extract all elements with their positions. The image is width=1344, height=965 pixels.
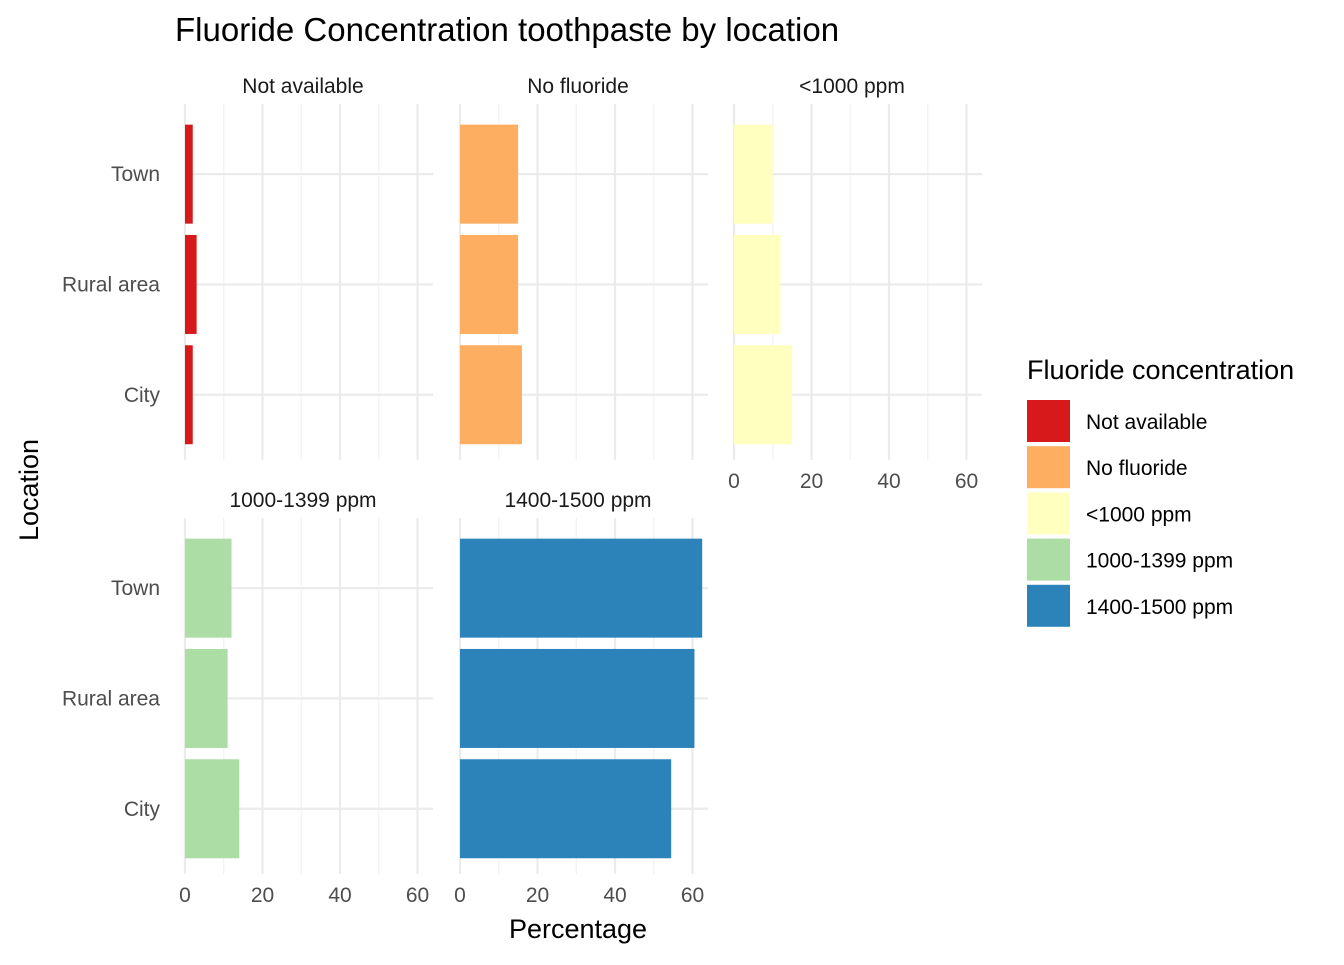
x-tick-label: 60 [406, 884, 429, 907]
facet-panel-lt-1000-ppm: <1000 ppm 0 20 40 60 [728, 75, 982, 493]
legend-label-1000-1399-ppm: 1000-1399 ppm [1086, 550, 1233, 573]
panel-label-lt-1000-ppm: <1000 ppm [799, 75, 905, 98]
y-tick-label-rural-area: Rural area [62, 273, 160, 296]
legend-label-lt-1000-ppm: <1000 ppm [1086, 503, 1192, 526]
bar-not-available-town [185, 124, 193, 224]
bar-lt-1000-ppm-city [734, 345, 793, 445]
legend-label-1400-1500-ppm: 1400-1500 ppm [1086, 596, 1233, 619]
x-tick-label: 20 [526, 884, 549, 907]
y-tick-label-rural-area: Rural area [62, 687, 160, 710]
panel-label-1000-1399-ppm: 1000-1399 ppm [229, 489, 376, 512]
bar-not-available-rural-area [185, 234, 197, 334]
facet-panel-1400-1500-ppm: 1400-1500 ppm 0 20 40 60 [454, 489, 708, 907]
legend-key-lt-1000-ppm [1027, 492, 1070, 535]
x-tick-label: 0 [179, 884, 191, 907]
x-tick-label: 40 [328, 884, 351, 907]
bar-1400-1500-ppm-city [460, 759, 672, 859]
bar-1400-1500-ppm-town [460, 538, 703, 638]
legend: Fluoride concentration Not available No f… [1027, 355, 1294, 627]
bar-lt-1000-ppm-rural-area [734, 234, 781, 334]
x-tick-label: 20 [800, 470, 823, 493]
legend-key-no-fluoride [1027, 446, 1070, 489]
x-tick-label: 40 [603, 884, 626, 907]
legend-label-no-fluoride: No fluoride [1086, 457, 1188, 480]
facet-panel-no-fluoride: No fluoride [458, 75, 708, 460]
legend-label-not-available: Not available [1086, 411, 1207, 434]
bar-not-available-city [185, 345, 193, 445]
bar-no-fluoride-city [460, 345, 522, 445]
x-tick-label: 40 [877, 470, 900, 493]
x-tick-label: 60 [955, 470, 978, 493]
x-tick-label: 0 [728, 470, 740, 493]
facet-panel-not-available: Not available Town Rural area City [62, 75, 433, 460]
chart-title: Fluoride Concentration toothpaste by loc… [175, 11, 839, 48]
x-axis-title: Percentage [509, 914, 647, 944]
y-tick-label-town: Town [111, 163, 160, 186]
bar-1000-1399-ppm-rural-area [185, 648, 228, 748]
panel-label-1400-1500-ppm: 1400-1500 ppm [504, 489, 651, 512]
legend-key-1400-1500-ppm [1027, 584, 1070, 627]
y-tick-label-city: City [124, 798, 161, 821]
bar-no-fluoride-rural-area [460, 234, 519, 334]
y-axis-title: Location [14, 439, 44, 541]
facet-panel-1000-1399-ppm: 1000-1399 ppm Town Rural area City 0 20 40 60 [62, 489, 433, 907]
bar-lt-1000-ppm-town [734, 124, 773, 224]
bar-1400-1500-ppm-rural-area [460, 648, 695, 748]
bar-1000-1399-ppm-city [185, 759, 240, 859]
bar-1000-1399-ppm-town [185, 538, 232, 638]
panel-label-no-fluoride: No fluoride [527, 75, 629, 98]
y-tick-label-city: City [124, 384, 161, 407]
x-tick-label: 60 [681, 884, 704, 907]
panel-label-not-available: Not available [242, 75, 363, 98]
facet-panels: Not available Town Rural area City No fluori… [62, 75, 982, 907]
bar-no-fluoride-town [460, 124, 519, 224]
x-tick-label: 0 [454, 884, 466, 907]
y-tick-label-town: Town [111, 577, 160, 600]
x-tick-label: 20 [251, 884, 274, 907]
legend-key-not-available [1027, 400, 1070, 442]
legend-key-1000-1399-ppm [1027, 538, 1070, 581]
legend-title: Fluoride concentration [1027, 355, 1294, 385]
